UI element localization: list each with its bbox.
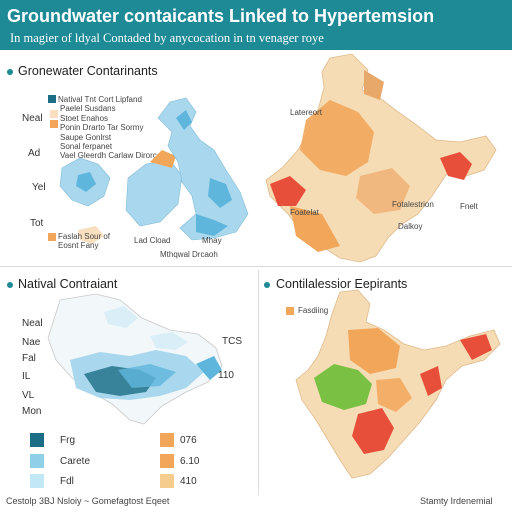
section-bullet-icon <box>7 69 13 75</box>
map-region-red-east <box>440 152 472 180</box>
map-label: Fotalestrion <box>392 200 434 209</box>
legend-item: Saupe Gonlrst <box>60 133 112 142</box>
row-label: Mon <box>22 406 42 417</box>
legend-swatch <box>286 307 294 315</box>
page-subtitle: In magier of ldyal Contaded by anycocati… <box>10 31 324 45</box>
map-region-orange <box>348 328 400 374</box>
map-label: Foatelat <box>290 208 319 217</box>
legend-swatch <box>30 474 44 488</box>
note: Mthqwal Drcaoh <box>160 250 218 259</box>
section-bullet-icon <box>264 282 270 288</box>
legend-item: Ponin Drarto Tar Sormy <box>60 123 144 132</box>
row-label: VL <box>22 390 35 401</box>
legend-swatch <box>30 454 44 468</box>
legend-label: Fdl <box>60 476 74 487</box>
legend-item: Sonal ferpanet <box>60 142 113 151</box>
section-title-groundwater: Gronewater Contarinants <box>18 64 158 78</box>
map-right-label: TCS <box>222 336 242 347</box>
footer-left: Cestolp 3BJ Nsloiy ~ Gomefagtost Eqeet <box>6 496 170 506</box>
section-divider <box>0 266 512 267</box>
row-label: Neal <box>22 318 43 329</box>
row-label: IL <box>22 371 31 382</box>
section-divider <box>258 270 259 495</box>
row-label: Tot <box>30 218 44 229</box>
map-region-green <box>314 364 372 410</box>
map-label: Dalkoy <box>398 222 423 231</box>
legend-item: Paelel Susdans <box>60 104 116 113</box>
legend-label: Carete <box>60 456 91 467</box>
legend-title: Natival Tnt Cort Lipfand <box>58 95 142 104</box>
legend-swatch <box>50 110 58 118</box>
map-label: Fnelt <box>460 202 478 211</box>
legend-swatch <box>48 233 56 241</box>
row-label: Fal <box>22 353 36 364</box>
legend-label: Frg <box>60 435 75 446</box>
section-title-natival: Natival Contraiant <box>18 277 118 291</box>
note: Mhay <box>202 236 222 245</box>
header-banner: Groundwater contaicants Linked to Hypert… <box>0 0 512 50</box>
legend-value: 410 <box>180 476 197 487</box>
map-right-label: 110 <box>218 370 234 381</box>
legend-value: 076 <box>180 435 197 446</box>
legend-label: Fasdiing <box>298 306 329 315</box>
note: Lad Cload <box>134 236 171 245</box>
row-label: Nae <box>22 337 41 348</box>
legend-item: Stoet Enahos <box>60 114 109 123</box>
row-label: Neal <box>22 113 43 124</box>
map-region-red-south <box>352 408 394 454</box>
section-bullet-icon <box>7 282 13 288</box>
legend-swatch <box>48 95 56 103</box>
legend-swatch <box>50 120 58 128</box>
legend-item: Vael Gleerdh Carlaw Dirorce <box>60 151 162 160</box>
footer-right: Stamty Irdenemial <box>420 496 493 506</box>
legend-swatch <box>160 454 174 468</box>
row-label: Ad <box>28 148 41 159</box>
map-region-britain <box>157 97 249 241</box>
page-title: Groundwater contaicants Linked to Hypert… <box>7 6 435 26</box>
legend-swatch <box>160 433 174 447</box>
section-title-contilalessior: Contilalessior Eepirants <box>276 277 408 291</box>
legend-swatch <box>160 474 174 488</box>
note: Faslah Sour of Eosnt Fany <box>58 232 111 250</box>
row-label: Yel <box>32 182 46 193</box>
map-region-orange <box>300 100 374 176</box>
legend-swatch <box>30 433 44 447</box>
legend-value: 6.10 <box>180 456 200 467</box>
map-label: Latereort <box>290 108 323 117</box>
